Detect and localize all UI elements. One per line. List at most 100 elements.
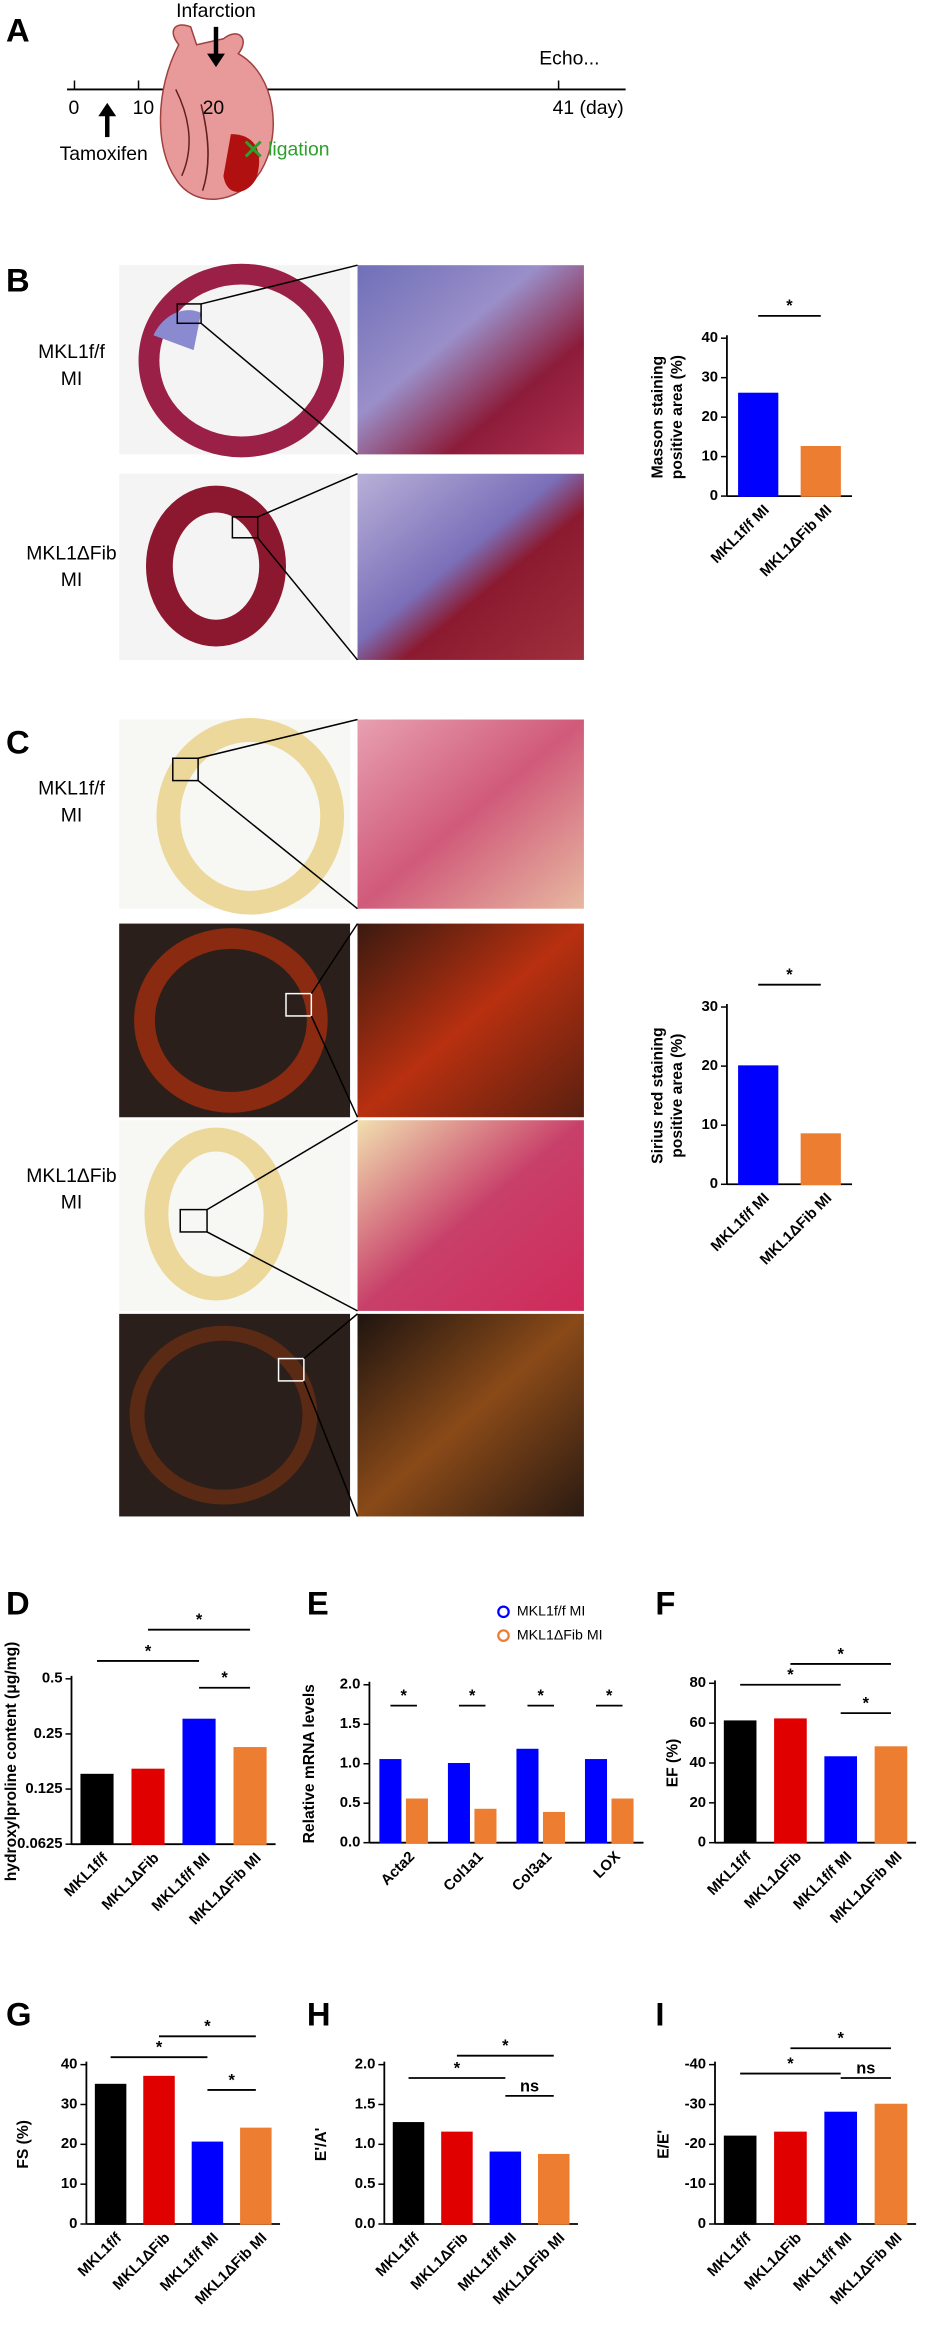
y-tick-label: 1.0 xyxy=(355,2136,376,2152)
significance-label: * xyxy=(204,2018,211,2036)
y-tick-label: 20 xyxy=(61,2136,78,2152)
y-tick-label: 1.0 xyxy=(340,1756,361,1772)
bar xyxy=(774,1718,807,1844)
y-axis-label: Masson staining xyxy=(650,356,667,478)
y-tick-label: 10 xyxy=(701,449,718,465)
row-label: MI xyxy=(61,1192,83,1214)
panel-label: F xyxy=(655,1584,675,1621)
bar xyxy=(824,2111,858,2225)
x-tick-label: LOX xyxy=(591,1849,624,1882)
significance-label: * xyxy=(838,1645,845,1663)
y-tick-label: 40 xyxy=(61,2057,78,2073)
bar xyxy=(800,445,841,497)
timeline-art xyxy=(67,24,626,200)
y-tick-label: -20 xyxy=(685,2136,707,2152)
y-tick-label: -10 xyxy=(685,2176,707,2192)
y-tick-label: 0.5 xyxy=(42,1671,63,1687)
y-axis-label: FS (%) xyxy=(15,2120,32,2169)
bar xyxy=(240,2127,272,2225)
bar xyxy=(80,1773,114,1845)
y-tick-label: 1.5 xyxy=(355,2096,376,2112)
bar xyxy=(738,1065,779,1186)
y-axis-label: Sirius red staining xyxy=(650,1027,667,1163)
y-tick-label: 1.5 xyxy=(340,1716,361,1732)
row-label: MI xyxy=(61,368,83,390)
legend-marker xyxy=(497,1629,510,1642)
timeline-tick: 0 xyxy=(69,97,80,119)
panel-label: I xyxy=(655,1996,664,2033)
chart: 0.0 0.5 1.0 1.5 2.0 Relative mRNA levels Acta2… xyxy=(301,1603,644,1895)
panel-label: G xyxy=(6,1996,32,2033)
bar xyxy=(824,1756,858,1844)
legend-label: MKL1ΔFib MI xyxy=(517,1626,603,1642)
bar xyxy=(538,2153,570,2225)
chart: -40-30-20-100E/E'MKL1f/fMKL1ΔFibMKL1f/f … xyxy=(655,2030,917,2308)
significance-label: * xyxy=(787,1666,794,1684)
x-tick-label: MKL1f/f xyxy=(75,2230,125,2280)
bar xyxy=(874,1746,908,1844)
bar xyxy=(584,1759,608,1844)
bar xyxy=(441,2131,473,2225)
y-tick-label: -40 xyxy=(685,2057,707,2073)
bar xyxy=(94,2083,127,2225)
significance-label: ns xyxy=(856,2059,875,2077)
x-tick-label: MKL1f/f xyxy=(705,2230,755,2280)
y-tick-label: 0.125 xyxy=(25,1781,62,1797)
y-axis-label: Relative mRNA levels xyxy=(301,1684,318,1844)
x-tick-label: Acta2 xyxy=(378,1849,418,1889)
timeline-event: Tamoxifen xyxy=(60,143,148,165)
timeline-tick: 10 xyxy=(133,97,155,119)
y-tick-label: 30 xyxy=(701,999,718,1015)
significance-label: * xyxy=(145,1642,152,1660)
bar xyxy=(182,1718,216,1845)
significance-label: * xyxy=(469,1687,476,1705)
chart: 0 10 20 30 40 Masson staining positive area (%… xyxy=(650,297,853,580)
masson-images xyxy=(119,263,584,661)
x-tick-label: Col3a1 xyxy=(509,1849,555,1895)
y-axis-label: EF (%) xyxy=(664,1739,681,1788)
bar xyxy=(774,2131,807,2225)
significance-label: * xyxy=(538,1687,545,1705)
bar xyxy=(542,1811,566,1844)
row-label: MKL1f/f xyxy=(38,778,105,800)
bar xyxy=(131,1768,165,1845)
row-label: MI xyxy=(61,569,83,591)
bar xyxy=(392,2122,425,2225)
y-tick-label: 0 xyxy=(710,488,718,504)
significance-label: * xyxy=(786,297,793,315)
panel-label: D xyxy=(6,1584,30,1621)
bar xyxy=(379,1759,402,1844)
legend-marker xyxy=(497,1605,510,1619)
y-tick-label: 40 xyxy=(701,330,718,346)
y-tick-label: 2.0 xyxy=(340,1677,361,1693)
significance-label: * xyxy=(502,2037,509,2055)
panel-label: A xyxy=(6,11,30,48)
y-tick-label: 0 xyxy=(710,1176,718,1192)
y-tick-label: 30 xyxy=(61,2096,78,2112)
bar xyxy=(489,2151,522,2225)
row-label: MKL1ΔFib xyxy=(26,1165,116,1187)
y-tick-label: 10 xyxy=(701,1117,718,1133)
y-tick-label: 0.25 xyxy=(34,1726,63,1742)
y-tick-label: 0.0625 xyxy=(17,1836,63,1852)
significance-label: * xyxy=(863,1694,870,1712)
significance-label: * xyxy=(606,1687,613,1705)
bar xyxy=(191,2141,224,2225)
y-tick-label: -30 xyxy=(685,2096,707,2112)
y-tick-label: 0 xyxy=(698,2216,706,2232)
significance-label: * xyxy=(454,2059,461,2077)
timeline-event: ligation xyxy=(268,139,329,161)
bar xyxy=(233,1747,267,1845)
chart: 0 10 20 30 Sirius red staining positive area … xyxy=(650,966,853,1268)
legend-label: MKL1f/f MI xyxy=(517,1603,585,1619)
significance-label: * xyxy=(156,2039,163,2057)
y-axis-label: hydroxylproline content (μg/mg) xyxy=(3,1642,20,1882)
y-tick-label: 0.5 xyxy=(355,2176,376,2192)
y-axis-label: positive area (%) xyxy=(669,1034,686,1158)
sirius-images xyxy=(119,718,584,1517)
bar xyxy=(516,1748,539,1844)
x-tick-label: MKL1f/f xyxy=(62,1850,112,1900)
